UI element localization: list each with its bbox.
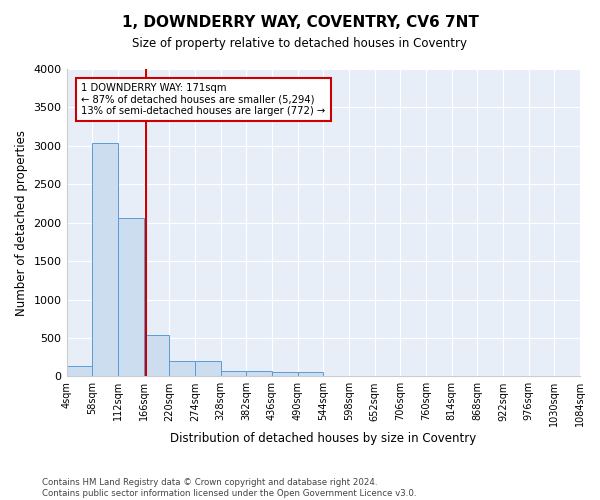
Y-axis label: Number of detached properties: Number of detached properties: [15, 130, 28, 316]
Bar: [143, 335, 169, 376]
Text: Contains HM Land Registry data © Crown copyright and database right 2024.
Contai: Contains HM Land Registry data © Crown c…: [42, 478, 416, 498]
Bar: [221, 371, 246, 376]
Bar: [246, 371, 272, 376]
Text: 1, DOWNDERRY WAY, COVENTRY, CV6 7NT: 1, DOWNDERRY WAY, COVENTRY, CV6 7NT: [122, 15, 478, 30]
Bar: [67, 366, 92, 376]
X-axis label: Distribution of detached houses by size in Coventry: Distribution of detached houses by size …: [170, 432, 476, 445]
Bar: [272, 372, 298, 376]
Bar: [118, 218, 143, 376]
Text: 1 DOWNDERRY WAY: 171sqm
← 87% of detached houses are smaller (5,294)
13% of semi: 1 DOWNDERRY WAY: 171sqm ← 87% of detache…: [81, 83, 326, 116]
Bar: [298, 372, 323, 376]
Bar: [169, 362, 195, 376]
Bar: [92, 143, 118, 376]
Text: Size of property relative to detached houses in Coventry: Size of property relative to detached ho…: [133, 38, 467, 51]
Bar: [195, 362, 221, 376]
